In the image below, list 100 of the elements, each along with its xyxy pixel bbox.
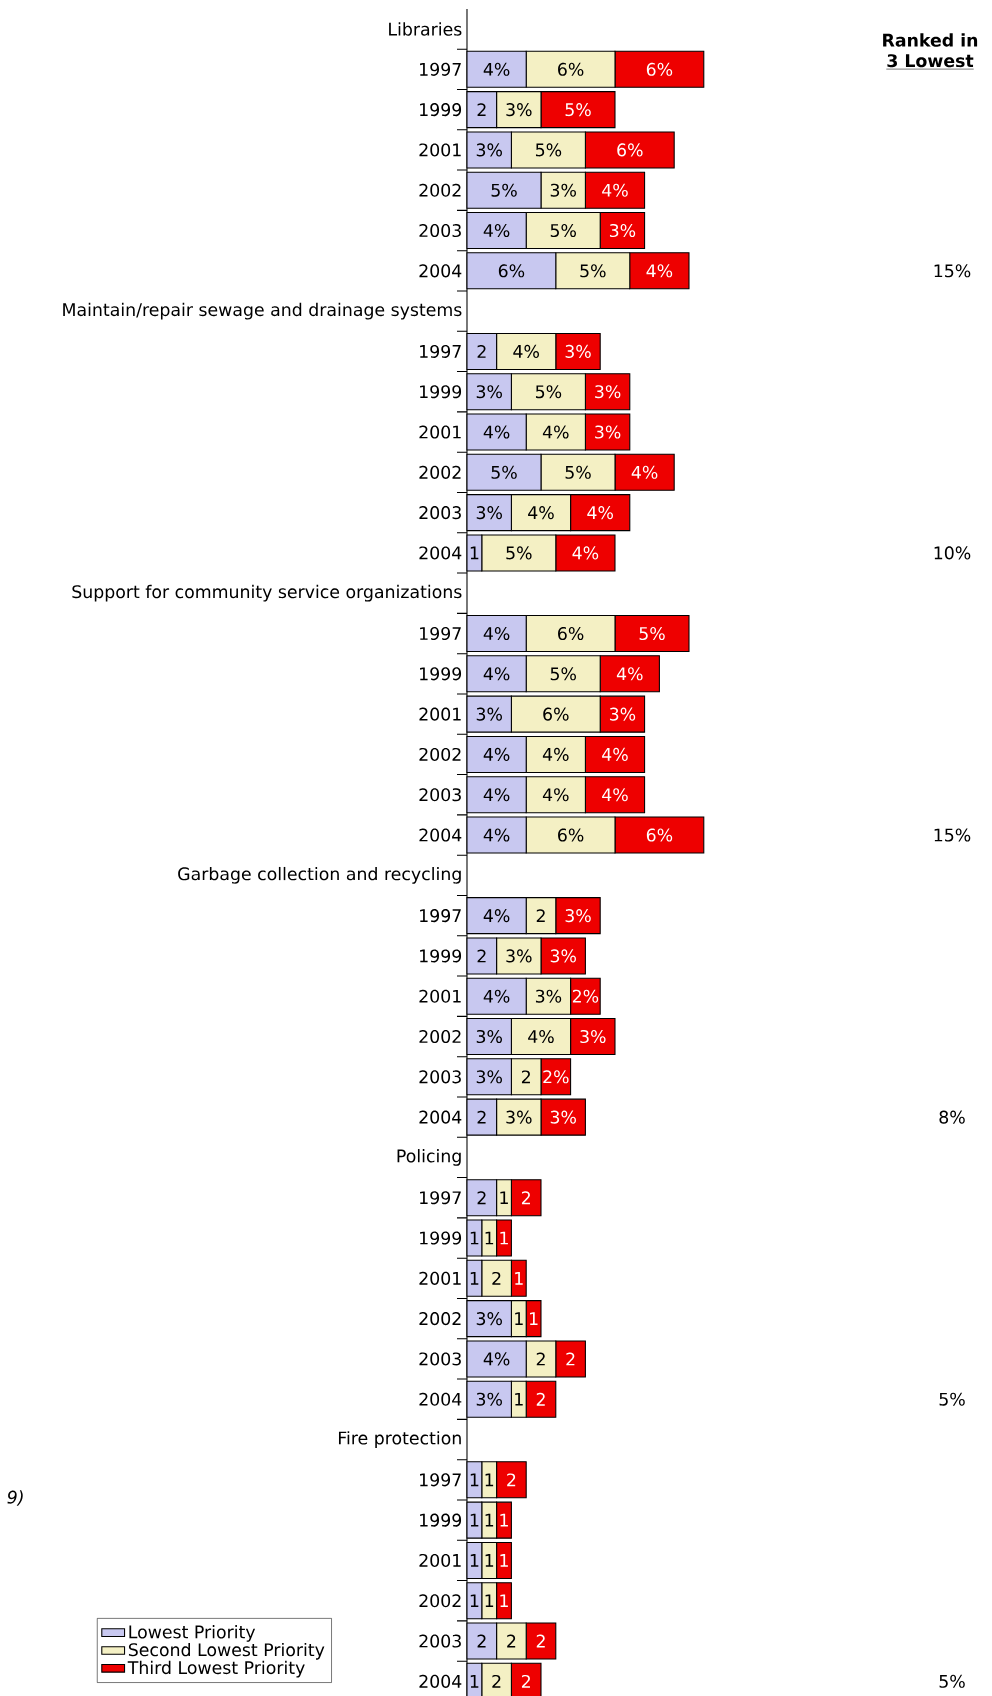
data-label: 1: [485, 1513, 494, 1527]
data-label: 1: [470, 546, 479, 560]
y-tick-label: 2001: [419, 425, 461, 439]
text: 15%: [934, 264, 971, 278]
bar: [510, 131, 586, 169]
data-label: 4%: [483, 425, 510, 439]
y-tick-label: 1997: [420, 626, 461, 641]
bar: [466, 776, 527, 814]
data-label: 2: [477, 344, 486, 358]
bar: [555, 332, 601, 370]
data-label: 2: [477, 103, 486, 117]
data-label: 3%: [565, 909, 591, 923]
data-label: 1: [515, 1392, 523, 1406]
bar: [614, 50, 705, 88]
data-label: 2: [536, 909, 545, 923]
bar: [614, 615, 690, 653]
data-label: 1: [485, 1594, 494, 1608]
bar: [496, 1461, 527, 1499]
data-label: 4%: [483, 989, 510, 1003]
data-label: 4%: [631, 465, 658, 479]
data-label: 4%: [513, 344, 539, 358]
data-label: 3%: [476, 143, 502, 157]
bar: [584, 735, 646, 773]
data-label: 1: [470, 1675, 479, 1688]
data-label: 1: [500, 1191, 508, 1205]
y-tick-label: 2001: [419, 1271, 461, 1285]
data-label: 4%: [483, 626, 510, 641]
bar: [466, 50, 527, 88]
data-label: 2: [566, 1352, 575, 1366]
legend-label: Third Lowest Priority: [127, 1660, 305, 1678]
bar: [525, 655, 601, 693]
data-label: 2%: [572, 989, 599, 1003]
data-label: 5%: [550, 667, 576, 681]
y-tick-label: 1999: [420, 385, 462, 399]
bar: [466, 453, 542, 491]
y-tick-label: 2004: [419, 1674, 462, 1688]
y-tick-label: 1999: [420, 103, 462, 117]
data-label: 1: [470, 1513, 479, 1527]
data-label: 6%: [558, 828, 584, 842]
data-label: 3%: [565, 344, 591, 358]
bar: [466, 735, 527, 773]
data-label: 3%: [550, 949, 576, 963]
data-label: 2: [477, 1110, 486, 1124]
bar: [614, 453, 675, 491]
data-label: 4%: [483, 747, 510, 761]
text: 10%: [934, 546, 971, 560]
data-label: 5%: [565, 465, 591, 479]
data-label: 5%: [491, 465, 517, 479]
data-label: 6%: [558, 626, 584, 641]
data-label: 6%: [543, 707, 569, 721]
data-label: 4%: [483, 828, 510, 842]
bar: [466, 212, 527, 250]
y-tick-label: 2003: [419, 1352, 461, 1366]
data-label: 5%: [580, 264, 606, 278]
y-tick-label: 2002: [419, 183, 461, 197]
data-label: 1: [470, 1554, 479, 1567]
data-label: 6%: [498, 264, 525, 278]
data-label: 1: [500, 1554, 508, 1567]
legend-label: Second Lowest Priority: [128, 1642, 325, 1660]
bar: [540, 453, 616, 491]
legend-label: Lowest Priority: [129, 1625, 256, 1642]
bar: [481, 1259, 512, 1297]
data-label: 5%: [506, 546, 532, 560]
y-tick-label: 2001: [419, 143, 461, 157]
data-label: 4%: [542, 747, 569, 761]
y-tick-label: 2004: [419, 828, 462, 842]
y-tick-label: 2002: [419, 1029, 461, 1044]
data-label: 3%: [609, 223, 636, 238]
data-label: 1: [500, 1513, 508, 1527]
y-tick-label: 1999: [420, 667, 462, 681]
data-label: 1: [515, 1272, 523, 1285]
bar: [510, 695, 601, 733]
data-label: 2: [507, 1634, 516, 1648]
data-label: 4%: [528, 1029, 554, 1044]
data-label: 4%: [602, 183, 628, 197]
bar: [510, 373, 586, 411]
bar: [510, 494, 572, 532]
y-tick-label: 1999: [420, 1513, 462, 1527]
bar: [525, 50, 616, 88]
bar: [496, 332, 557, 370]
data-label: 4%: [587, 506, 613, 520]
bar: [466, 615, 527, 653]
data-label: 4%: [483, 62, 510, 76]
bar: [466, 655, 527, 693]
data-label: 2: [521, 1674, 530, 1688]
y-tick-label: 2002: [419, 1312, 461, 1326]
bar: [555, 897, 601, 935]
data-label: 3%: [595, 425, 621, 439]
y-tick-label: 2003: [419, 223, 461, 238]
text: 8%: [939, 1110, 965, 1124]
y-tick-label: Support for community service organizations: [72, 584, 462, 602]
data-label: 1: [515, 1312, 523, 1325]
y-tick-label: 1997: [420, 344, 461, 358]
bar: [466, 897, 527, 935]
data-label: 4%: [602, 788, 628, 802]
data-label: 4%: [483, 1352, 510, 1366]
y-tick-label: 1997: [420, 909, 461, 923]
data-label: 2: [536, 1352, 545, 1366]
bar: [525, 776, 586, 814]
data-label: 1: [470, 1231, 479, 1245]
